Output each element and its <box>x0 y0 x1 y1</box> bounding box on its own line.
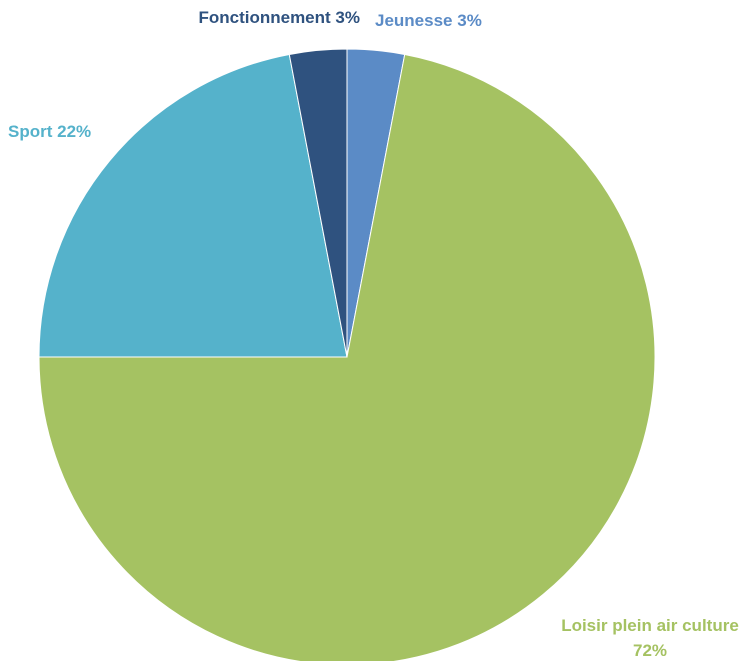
slice-label-name: Sport <box>8 122 53 141</box>
pie-slice <box>38 53 348 358</box>
slice-label-value: 3% <box>335 8 360 27</box>
slice-label: Loisir plein air culture 72% <box>561 616 739 660</box>
slice-label: Sport 22% <box>8 122 91 141</box>
slice-label-name: Loisir plein air culture <box>561 616 739 635</box>
slice-label: Fonctionnement 3% <box>198 8 360 27</box>
slice-label-value: 3% <box>457 11 482 30</box>
slice-label-value: 72% <box>633 641 667 660</box>
slice-label-name: Jeunesse <box>375 11 453 30</box>
slice-label-name: Fonctionnement <box>198 8 331 27</box>
pie-slice <box>288 48 348 358</box>
slice-label: Jeunesse 3% <box>375 11 482 30</box>
pie-slice <box>38 53 656 661</box>
slice-label-value: 22% <box>57 122 91 141</box>
